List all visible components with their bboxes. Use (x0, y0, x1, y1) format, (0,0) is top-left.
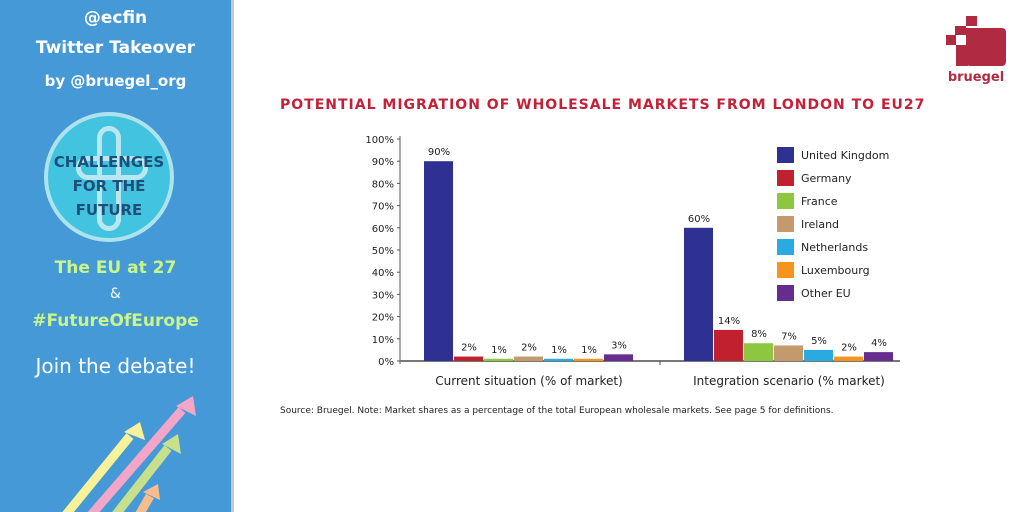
badge-text: CHALLENGES FOR THE FUTURE (53, 153, 165, 219)
by-line: by @bruegel_org (44, 72, 187, 90)
y-tick-label: 50% (372, 246, 394, 257)
y-tick-label: 70% (372, 202, 394, 213)
handle: @ecfin (83, 8, 148, 28)
legend-label: Other EU (801, 287, 851, 300)
legend-label: United Kingdom (801, 149, 889, 162)
bar-netherlands (544, 358, 573, 361)
bar-other-eu (604, 354, 633, 361)
y-tick-label: 10% (372, 335, 394, 346)
y-tick-label: 20% (372, 313, 394, 324)
legend-swatch (777, 193, 794, 209)
data-label: 1% (551, 345, 567, 356)
data-label: 2% (461, 343, 477, 354)
legend-label: Germany (801, 172, 852, 185)
legend-swatch (777, 147, 794, 163)
data-label: 7% (781, 331, 797, 342)
cta: Join the debate! (35, 354, 196, 378)
data-label: 2% (521, 343, 537, 354)
sidebar-panel: @ecfin Twitter Takeover by @bruegel_org … (0, 0, 234, 512)
y-tick-label: 80% (372, 179, 394, 190)
data-label: 1% (581, 345, 597, 356)
takeover-title: Twitter Takeover (35, 38, 196, 58)
bar-germany (714, 329, 743, 361)
legend-label: Netherlands (801, 241, 868, 254)
logo-text: bruegel (947, 70, 1005, 85)
y-tick-label: 100% (365, 135, 394, 146)
chart-source: Source: Bruegel. Note: Market shares as … (280, 406, 834, 416)
y-tick-label: 60% (372, 224, 394, 235)
legend-swatch (777, 285, 794, 301)
cross-bar (76, 156, 148, 180)
bar-united-kingdom (684, 227, 713, 361)
arrows-icon (62, 396, 196, 512)
data-label: 2% (841, 343, 857, 354)
legend-label: Luxembourg (801, 264, 870, 277)
data-label: 8% (751, 329, 767, 340)
bar-ireland (514, 356, 543, 361)
bar-france (484, 358, 513, 361)
legend-swatch (777, 170, 794, 186)
hashtag: #FutureOfEurope (32, 311, 199, 331)
y-tick-label: 30% (372, 290, 394, 301)
category-label: Current situation (% of market) (435, 374, 622, 388)
data-label: 4% (871, 338, 887, 349)
data-label: 3% (611, 340, 627, 351)
legend-label: Ireland (801, 218, 839, 231)
bar-luxembourg (834, 356, 863, 361)
bar-netherlands (804, 349, 833, 361)
legend-label: France (801, 195, 838, 208)
bar-united-kingdom (424, 161, 453, 361)
legend-swatch (777, 216, 794, 232)
challenges-badge: CHALLENGES FOR THE FUTURE (44, 112, 174, 242)
data-label: 90% (428, 147, 450, 158)
y-tick-label: 0% (378, 357, 394, 368)
data-label: 14% (718, 316, 740, 327)
eu27: The EU at 27 (54, 258, 177, 278)
bruegel-logo: bruegel (946, 16, 1006, 92)
data-label: 1% (491, 345, 507, 356)
y-tick-label: 90% (372, 157, 394, 168)
bar-germany (454, 356, 483, 361)
bar-france (744, 343, 773, 361)
y-tick-label: 40% (372, 268, 394, 279)
ampersand: & (110, 286, 121, 302)
data-label: 5% (811, 336, 827, 347)
bar-other-eu (864, 352, 893, 361)
legend-swatch (777, 239, 794, 255)
bar-ireland (774, 345, 803, 361)
data-label: 60% (688, 214, 710, 225)
category-label: Integration scenario (% market) (693, 374, 885, 388)
bar-luxembourg (574, 358, 603, 361)
legend-swatch (777, 262, 794, 278)
chart-title: POTENTIAL MIGRATION OF WHOLESALE MARKETS… (280, 97, 926, 113)
